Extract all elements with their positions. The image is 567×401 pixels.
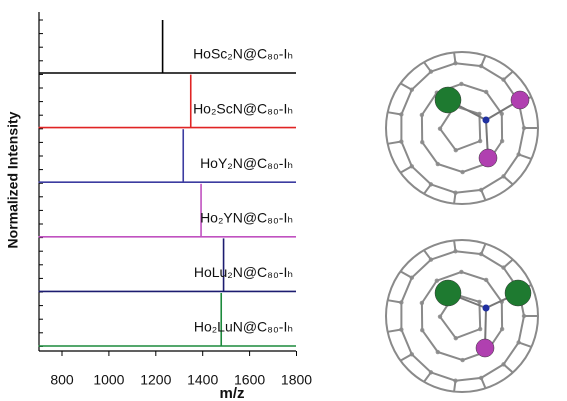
x-tick-label: 1800 — [281, 372, 312, 388]
cage-bond — [503, 260, 512, 268]
x-tick-label: 1400 — [187, 372, 218, 388]
nitrogen-atom — [483, 117, 490, 124]
nitrogen-atom — [483, 305, 490, 312]
molecule-illustrations — [386, 52, 538, 392]
cage-bond — [424, 372, 431, 382]
x-tick-label: 1000 — [93, 372, 124, 388]
cage-bond — [503, 364, 512, 372]
series-label: HoLu₂N@C₈₀-Iₕ — [194, 264, 293, 280]
metal-atom — [505, 280, 531, 306]
cage-bond — [388, 330, 402, 332]
figure: m/z Normalized Intensity 800100012001400… — [0, 0, 567, 401]
metal-atom — [435, 280, 461, 306]
series-label: Ho₂ScN@C₈₀-Iₕ — [193, 100, 293, 116]
y-axis-label: Normalized Intensity — [5, 111, 21, 248]
cage-bond — [481, 378, 485, 388]
cage-bond — [401, 354, 412, 360]
metal-atom — [435, 87, 461, 113]
cage-bond — [503, 72, 512, 80]
cage-bond — [503, 176, 512, 184]
cage-bond — [401, 271, 412, 277]
series-label: Ho₂LuN@C₈₀-Iₕ — [194, 319, 293, 335]
cage-bond — [401, 83, 412, 89]
series-label: HoSc₂N@C₈₀-Iₕ — [193, 46, 293, 62]
cage-bond — [401, 166, 412, 172]
cage-bond — [424, 184, 431, 194]
cage-bond — [424, 62, 431, 72]
cage-bond — [481, 190, 485, 200]
x-tick-label: 1600 — [234, 372, 265, 388]
x-tick-label: 800 — [50, 372, 74, 388]
cage-bond — [481, 244, 485, 254]
metal-atom — [479, 149, 497, 167]
cage-bond — [388, 142, 402, 144]
x-tick-label: 1200 — [140, 372, 171, 388]
cage-bond — [424, 250, 431, 260]
cage-bond — [388, 300, 402, 302]
cage-outline — [386, 52, 538, 204]
cage-bond — [481, 56, 485, 66]
cage-bond — [388, 112, 402, 114]
metal-atom — [511, 91, 529, 109]
metal-atom — [476, 339, 494, 357]
cage-bond — [519, 154, 532, 158]
cage-outline — [386, 240, 538, 392]
cage-bond — [519, 342, 532, 346]
series-label: HoY₂N@C₈₀-Iₕ — [200, 155, 293, 171]
series-label: Ho₂YN@C₈₀-Iₕ — [200, 210, 293, 226]
